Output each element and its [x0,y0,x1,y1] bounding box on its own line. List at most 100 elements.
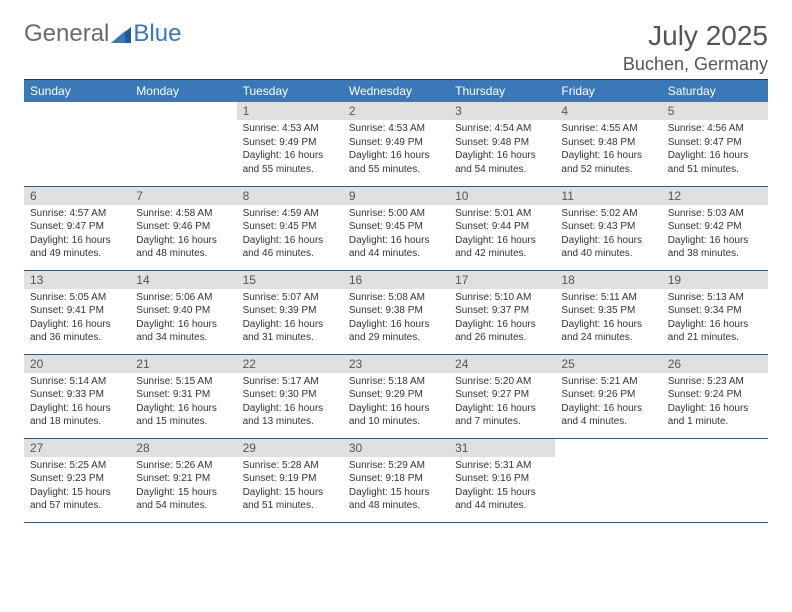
calendar-day-cell: 18Sunrise: 5:11 AMSunset: 9:35 PMDayligh… [555,270,661,354]
day-details: Sunrise: 4:55 AMSunset: 9:48 PMDaylight:… [555,120,661,178]
calendar-day-cell: 16Sunrise: 5:08 AMSunset: 9:38 PMDayligh… [343,270,449,354]
sunset-text: Sunset: 9:48 PM [455,136,549,150]
sunset-text: Sunset: 9:46 PM [136,220,230,234]
day-details: Sunrise: 5:21 AMSunset: 9:26 PMDaylight:… [555,373,661,431]
calendar-day-cell: 13Sunrise: 5:05 AMSunset: 9:41 PMDayligh… [24,270,130,354]
calendar-day-cell: 22Sunrise: 5:17 AMSunset: 9:30 PMDayligh… [237,354,343,438]
weekday-header: Friday [555,80,661,102]
sunrise-text: Sunrise: 5:26 AM [136,459,230,473]
sunset-text: Sunset: 9:18 PM [349,472,443,486]
calendar-day-cell: 14Sunrise: 5:06 AMSunset: 9:40 PMDayligh… [130,270,236,354]
daylight-text: Daylight: 16 hours and 54 minutes. [455,149,549,176]
sunrise-text: Sunrise: 5:08 AM [349,291,443,305]
day-number: 21 [130,355,236,373]
day-details: Sunrise: 5:13 AMSunset: 9:34 PMDaylight:… [662,289,768,347]
day-details: Sunrise: 4:59 AMSunset: 9:45 PMDaylight:… [237,205,343,263]
sunset-text: Sunset: 9:44 PM [455,220,549,234]
day-number: 23 [343,355,449,373]
day-details: Sunrise: 5:31 AMSunset: 9:16 PMDaylight:… [449,457,555,515]
daylight-text: Daylight: 16 hours and 44 minutes. [349,234,443,261]
sunrise-text: Sunrise: 5:20 AM [455,375,549,389]
calendar-day-cell: 26Sunrise: 5:23 AMSunset: 9:24 PMDayligh… [662,354,768,438]
sunset-text: Sunset: 9:48 PM [561,136,655,150]
sunrise-text: Sunrise: 5:31 AM [455,459,549,473]
calendar-day-cell: 6Sunrise: 4:57 AMSunset: 9:47 PMDaylight… [24,186,130,270]
calendar-day-cell: 5Sunrise: 4:56 AMSunset: 9:47 PMDaylight… [662,102,768,186]
sunset-text: Sunset: 9:29 PM [349,388,443,402]
day-number: 6 [24,187,130,205]
day-number: 18 [555,271,661,289]
sunset-text: Sunset: 9:49 PM [243,136,337,150]
calendar-day-cell: 7Sunrise: 4:58 AMSunset: 9:46 PMDaylight… [130,186,236,270]
weekday-header: Wednesday [343,80,449,102]
sunrise-text: Sunrise: 5:18 AM [349,375,443,389]
daylight-text: Daylight: 16 hours and 4 minutes. [561,402,655,429]
daylight-text: Daylight: 16 hours and 26 minutes. [455,318,549,345]
calendar-day-cell: 31Sunrise: 5:31 AMSunset: 9:16 PMDayligh… [449,438,555,522]
sunrise-text: Sunrise: 5:11 AM [561,291,655,305]
day-details: Sunrise: 4:56 AMSunset: 9:47 PMDaylight:… [662,120,768,178]
day-details: Sunrise: 5:03 AMSunset: 9:42 PMDaylight:… [662,205,768,263]
day-details: Sunrise: 5:08 AMSunset: 9:38 PMDaylight:… [343,289,449,347]
sunset-text: Sunset: 9:30 PM [243,388,337,402]
sunset-text: Sunset: 9:42 PM [668,220,762,234]
daylight-text: Daylight: 16 hours and 48 minutes. [136,234,230,261]
sunrise-text: Sunrise: 5:03 AM [668,207,762,221]
calendar-empty-cell [662,438,768,522]
daylight-text: Daylight: 15 hours and 57 minutes. [30,486,124,513]
day-number: 13 [24,271,130,289]
day-number: 15 [237,271,343,289]
sunset-text: Sunset: 9:21 PM [136,472,230,486]
calendar-day-cell: 30Sunrise: 5:29 AMSunset: 9:18 PMDayligh… [343,438,449,522]
day-details: Sunrise: 5:05 AMSunset: 9:41 PMDaylight:… [24,289,130,347]
day-number: 11 [555,187,661,205]
daylight-text: Daylight: 15 hours and 44 minutes. [455,486,549,513]
calendar-day-cell: 28Sunrise: 5:26 AMSunset: 9:21 PMDayligh… [130,438,236,522]
sunrise-text: Sunrise: 4:57 AM [30,207,124,221]
sunrise-text: Sunrise: 5:10 AM [455,291,549,305]
sunset-text: Sunset: 9:19 PM [243,472,337,486]
day-number: 12 [662,187,768,205]
day-details: Sunrise: 5:29 AMSunset: 9:18 PMDaylight:… [343,457,449,515]
sunrise-text: Sunrise: 4:53 AM [243,122,337,136]
day-details: Sunrise: 5:02 AMSunset: 9:43 PMDaylight:… [555,205,661,263]
sunrise-text: Sunrise: 4:54 AM [455,122,549,136]
calendar-day-cell: 9Sunrise: 5:00 AMSunset: 9:45 PMDaylight… [343,186,449,270]
day-number: 3 [449,102,555,120]
sunset-text: Sunset: 9:23 PM [30,472,124,486]
day-number: 4 [555,102,661,120]
sunset-text: Sunset: 9:47 PM [30,220,124,234]
day-number: 16 [343,271,449,289]
sunrise-text: Sunrise: 5:14 AM [30,375,124,389]
logo-triangle-icon [111,25,131,43]
day-details: Sunrise: 5:06 AMSunset: 9:40 PMDaylight:… [130,289,236,347]
day-details: Sunrise: 5:10 AMSunset: 9:37 PMDaylight:… [449,289,555,347]
daylight-text: Daylight: 16 hours and 40 minutes. [561,234,655,261]
sunset-text: Sunset: 9:34 PM [668,304,762,318]
day-details: Sunrise: 4:58 AMSunset: 9:46 PMDaylight:… [130,205,236,263]
daylight-text: Daylight: 16 hours and 15 minutes. [136,402,230,429]
day-number: 17 [449,271,555,289]
day-number: 24 [449,355,555,373]
sunrise-text: Sunrise: 4:53 AM [349,122,443,136]
daylight-text: Daylight: 16 hours and 34 minutes. [136,318,230,345]
sunrise-text: Sunrise: 5:05 AM [30,291,124,305]
day-number: 26 [662,355,768,373]
day-details: Sunrise: 4:54 AMSunset: 9:48 PMDaylight:… [449,120,555,178]
daylight-text: Daylight: 16 hours and 36 minutes. [30,318,124,345]
sunrise-text: Sunrise: 5:07 AM [243,291,337,305]
calendar-empty-cell [24,102,130,186]
sunset-text: Sunset: 9:38 PM [349,304,443,318]
daylight-text: Daylight: 16 hours and 42 minutes. [455,234,549,261]
daylight-text: Daylight: 16 hours and 29 minutes. [349,318,443,345]
daylight-text: Daylight: 16 hours and 18 minutes. [30,402,124,429]
sunrise-text: Sunrise: 4:58 AM [136,207,230,221]
weekday-header: Monday [130,80,236,102]
calendar-empty-cell [130,102,236,186]
day-number: 19 [662,271,768,289]
day-number: 22 [237,355,343,373]
calendar-day-cell: 4Sunrise: 4:55 AMSunset: 9:48 PMDaylight… [555,102,661,186]
sunset-text: Sunset: 9:35 PM [561,304,655,318]
day-number: 2 [343,102,449,120]
sunrise-text: Sunrise: 5:21 AM [561,375,655,389]
